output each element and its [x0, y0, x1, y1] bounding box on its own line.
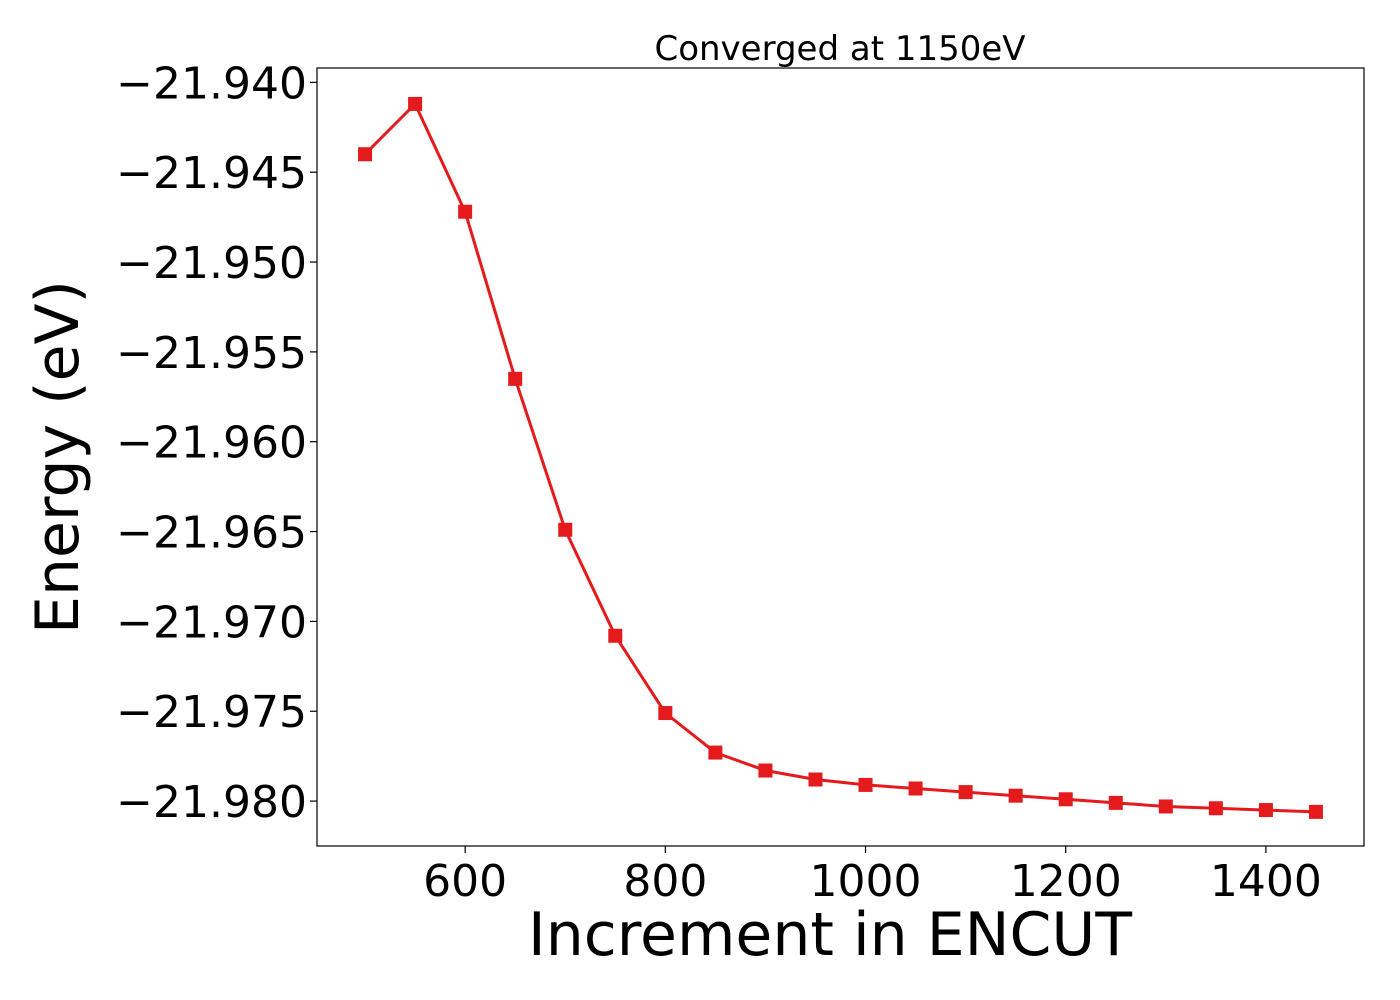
data-point [1108, 795, 1123, 810]
data-point [908, 781, 923, 796]
y-tick-label: −21.975 [116, 687, 307, 738]
plot-frame [316, 67, 1365, 847]
data-point [958, 785, 973, 800]
data-point [658, 706, 673, 721]
y-tick-label: −21.950 [116, 238, 307, 289]
series-line [363, 102, 1317, 814]
y-tick-label: −21.960 [116, 418, 307, 469]
chart-title: Converged at 1150eV [654, 29, 1025, 69]
data-point [558, 522, 573, 537]
data-point [358, 147, 373, 162]
x-tick-label: 800 [623, 856, 707, 907]
y-tick-label: −21.955 [116, 328, 307, 379]
data-point [608, 628, 623, 643]
data-point [708, 745, 723, 760]
series-layer [358, 96, 1323, 819]
y-tick-label: −21.940 [116, 58, 307, 109]
data-point [408, 96, 423, 111]
data-point [758, 763, 773, 778]
y-axis-label: Energy (eV) [23, 280, 93, 634]
x-tick-label: 1400 [1210, 856, 1322, 907]
data-point [508, 371, 523, 386]
y-tick-label: −21.980 [116, 777, 307, 828]
x-tick-label: 600 [423, 856, 507, 907]
data-point [858, 777, 873, 792]
data-point [1008, 788, 1023, 803]
data-point [1158, 799, 1173, 814]
data-point [1308, 804, 1323, 819]
y-tick-label: −21.965 [116, 508, 307, 559]
x-tick-label: 1000 [810, 856, 922, 907]
data-point [1208, 801, 1223, 816]
data-point [808, 772, 823, 787]
x-axis-label: Increment in ENCUT [528, 900, 1132, 970]
x-tick-label: 1200 [1010, 856, 1122, 907]
data-point [1058, 792, 1073, 807]
y-axis: −21.940 −21.945 −21.950 −21.955 −21.960 −21.9… [116, 58, 317, 828]
y-tick-label: −21.945 [116, 148, 307, 199]
x-axis: 600 800 1000 1200 1400 [423, 846, 1322, 907]
data-point [1258, 803, 1273, 818]
y-tick-label: −21.970 [116, 597, 307, 648]
data-point [458, 204, 473, 219]
